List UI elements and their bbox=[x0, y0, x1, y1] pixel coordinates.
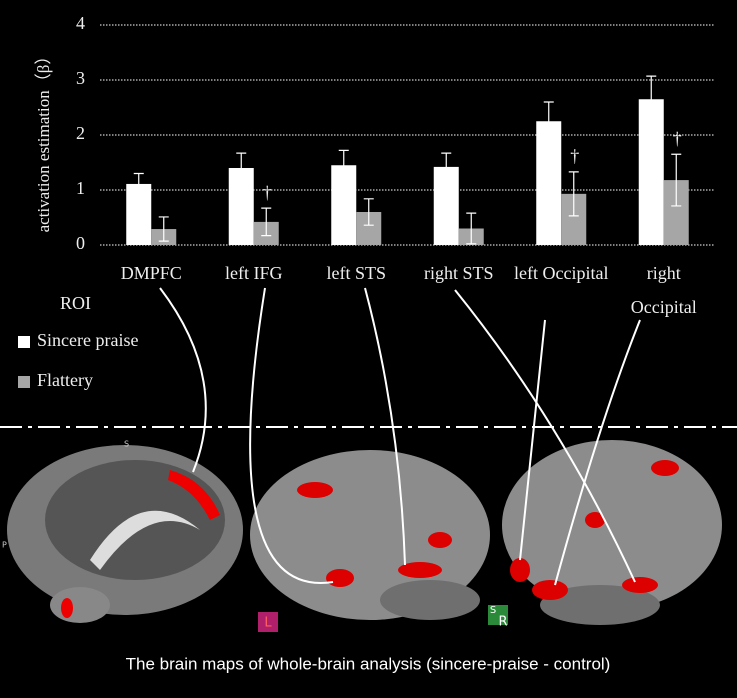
cerebellum bbox=[380, 580, 480, 620]
error-bar bbox=[568, 171, 579, 217]
legend-swatch bbox=[18, 336, 30, 348]
plot: 0 1 2 3 4 † † † bbox=[76, 13, 715, 253]
brain-images bbox=[7, 440, 722, 632]
connector-lines bbox=[159, 287, 641, 586]
connector bbox=[364, 287, 406, 566]
error-bar bbox=[261, 207, 272, 237]
x-tick-label: right STS bbox=[423, 263, 494, 283]
error-bar bbox=[441, 152, 452, 182]
bar bbox=[638, 99, 664, 245]
orientation-label: S bbox=[124, 440, 129, 449]
activation bbox=[398, 562, 442, 578]
error-bar bbox=[158, 216, 169, 242]
posterior-brain bbox=[502, 440, 722, 610]
error-bar bbox=[338, 149, 349, 181]
error-bar bbox=[543, 101, 554, 142]
x-tick-label: left Occipital bbox=[514, 263, 609, 283]
caption: The brain maps of whole-brain analysis (… bbox=[126, 654, 611, 673]
connector bbox=[519, 319, 546, 561]
significance-marker: † bbox=[673, 128, 682, 148]
x-tick-label: left STS bbox=[326, 263, 386, 283]
corpus-callosum bbox=[90, 510, 200, 570]
y-tick-label: 0 bbox=[76, 233, 85, 253]
error-bar bbox=[646, 75, 657, 123]
orientation-label: P bbox=[2, 541, 7, 550]
bar bbox=[536, 121, 562, 245]
connector bbox=[454, 289, 636, 583]
activation bbox=[326, 569, 354, 587]
connector bbox=[159, 287, 207, 473]
legend-label: Sincere praise bbox=[37, 330, 138, 350]
y-tick-label: 2 bbox=[76, 123, 85, 143]
cerebellum bbox=[540, 585, 660, 625]
y-tick-label: 4 bbox=[76, 13, 85, 33]
activation bbox=[428, 532, 452, 548]
connector bbox=[249, 287, 334, 584]
activation bbox=[297, 482, 333, 498]
orientation-label: L bbox=[264, 616, 272, 631]
legend-swatch bbox=[18, 376, 30, 388]
activation bbox=[622, 577, 658, 593]
error-bar bbox=[236, 152, 247, 184]
significance-marker: † bbox=[570, 146, 579, 166]
error-bar bbox=[363, 198, 374, 226]
y-tick-label: 1 bbox=[76, 178, 85, 198]
activation bbox=[651, 460, 679, 476]
x-axis-label: ROI bbox=[60, 293, 91, 313]
x-tick-label: left IFG bbox=[225, 263, 283, 283]
connector bbox=[554, 319, 641, 586]
error-bar bbox=[133, 172, 144, 195]
y-tick-label: 3 bbox=[76, 68, 85, 88]
activation bbox=[61, 598, 73, 618]
orientation-label: S bbox=[490, 605, 496, 616]
legend-label: Flattery bbox=[37, 370, 93, 390]
activation bbox=[532, 580, 568, 600]
orientation-cube bbox=[258, 612, 278, 632]
y-axis-label: activation estimation（β） bbox=[34, 48, 53, 233]
x-tick-label: right Occipital bbox=[630, 263, 697, 317]
activation bbox=[585, 512, 605, 528]
significance-marker: † bbox=[263, 182, 272, 202]
orientation-cube bbox=[488, 605, 508, 625]
orientation-label: R bbox=[498, 615, 507, 630]
error-bar bbox=[671, 153, 682, 207]
error-bar bbox=[466, 212, 477, 245]
cerebellum bbox=[50, 587, 110, 623]
activation bbox=[168, 470, 220, 520]
activation bbox=[510, 558, 530, 582]
x-tick-label: DMPFC bbox=[120, 263, 182, 283]
